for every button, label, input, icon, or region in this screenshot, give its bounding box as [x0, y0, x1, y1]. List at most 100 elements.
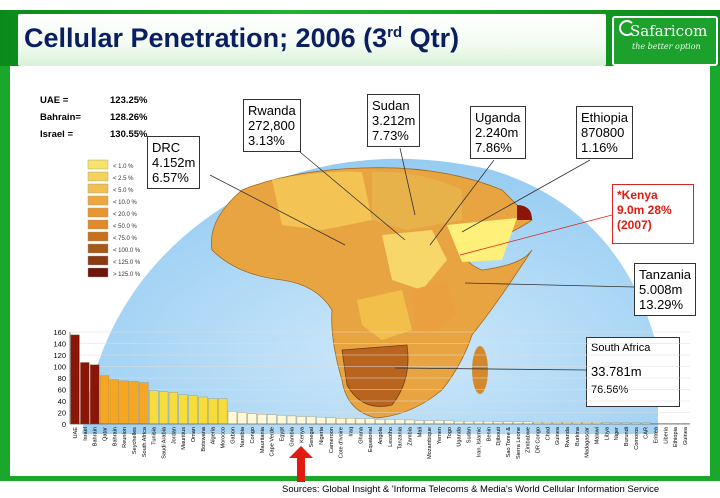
x-tick-label: Guinea — [555, 426, 561, 445]
x-tick-label: Seychelles — [132, 427, 138, 454]
x-tick-label: Sao Tome & — [506, 427, 512, 458]
bar — [493, 421, 503, 425]
callout-ethiopia: Ethiopia 870800 1.16% — [576, 106, 633, 159]
bar — [375, 419, 385, 425]
x-tick-label: Malawi — [595, 427, 601, 444]
bar — [208, 398, 218, 425]
x-tick-label: Comoros — [634, 427, 640, 450]
y-tick-label: 80 — [58, 374, 66, 383]
x-tick-label: South Africa — [142, 426, 148, 457]
region-madagascar — [472, 346, 488, 394]
region-south-africa — [341, 344, 409, 407]
legend-label: < 125.0 % — [113, 260, 141, 266]
x-tick-label: Liberia — [663, 426, 669, 444]
bar — [306, 416, 316, 425]
leader-sudan — [399, 147, 416, 216]
bar — [395, 419, 405, 425]
chart-x-axis: UAE Israel Bahrain Qatar Bahrain Reunion Seych… — [73, 426, 689, 459]
x-tick-label: Benin — [486, 427, 492, 441]
callout-uganda: Uganda 2.240m 7.86% — [470, 106, 526, 159]
x-tick-label: Bahrain — [93, 427, 99, 446]
x-tick-label: Algeria — [211, 426, 217, 444]
x-tick-label: Chad — [545, 427, 551, 440]
x-tick-label: Botswana — [201, 426, 207, 451]
leader-drc — [209, 174, 346, 246]
x-tick-label: Morocco — [221, 427, 227, 448]
bar — [385, 419, 395, 425]
bar — [99, 375, 110, 425]
x-tick-label: Djibouti — [496, 427, 502, 446]
bar — [227, 411, 238, 425]
legend-label: < 50.0 % — [113, 224, 138, 230]
x-tick-label: Zimbabwe — [526, 427, 532, 453]
bar — [336, 418, 346, 425]
x-tick-label: Burundi — [624, 427, 630, 446]
x-tick-label: Tanzania — [398, 426, 404, 449]
bar — [198, 396, 208, 425]
y-tick-label: 60 — [58, 386, 66, 395]
bar — [326, 417, 336, 425]
x-tick-label: Sudan — [467, 427, 473, 443]
x-tick-label: Yemen — [437, 427, 443, 444]
x-tick-label: Ghana — [358, 426, 364, 444]
legend-label: < 20.0 % — [113, 212, 138, 218]
x-tick-label: CAR — [644, 427, 650, 439]
bar — [70, 334, 80, 425]
legend-label: < 100.0 % — [113, 248, 141, 254]
bar — [503, 421, 513, 425]
leader-ethiopia — [461, 159, 591, 233]
x-tick-label: Lesotho — [388, 427, 394, 447]
y-tick-label: 100 — [53, 363, 66, 372]
south-africa-subs: 33.781m — [591, 364, 642, 379]
x-tick-label: Libya — [604, 426, 610, 440]
leader-uganda — [429, 159, 495, 246]
south-africa-pct: 76.56% — [591, 384, 629, 396]
y-tick-label: 40 — [58, 397, 66, 406]
x-tick-label: Saudi Arabia — [161, 426, 167, 459]
bar — [168, 392, 179, 425]
africa-map: < 1.0 % < 2.5 % < 5.0 % < 10.0 % < 20.0 % < 5… — [62, 150, 658, 434]
frame-bottom — [0, 476, 720, 481]
bar — [523, 421, 533, 425]
bar — [277, 415, 287, 425]
south-africa-name: South Africa — [591, 342, 651, 354]
chart-y-axis: 0 20 40 60 80 100 120 140 160 — [53, 328, 690, 429]
region-ethiopia — [447, 218, 517, 262]
bar — [424, 420, 434, 425]
logo-brand: Safaricom — [630, 22, 708, 40]
legend-label: < 10.0 % — [113, 200, 138, 206]
x-tick-label: Mauritius — [181, 427, 187, 450]
bar — [355, 418, 365, 425]
legend-swatch — [87, 267, 109, 278]
x-tick-label: Jordan — [171, 427, 177, 444]
stat-uae: UAE = 123.25% — [40, 95, 148, 106]
x-tick-label: Iran, Islamic — [476, 427, 482, 457]
bar — [414, 420, 425, 425]
callout-drc: DRC 4.152m 6.57% — [147, 136, 201, 189]
legend-label: > 125.0 % — [113, 272, 141, 278]
region-tanzania — [412, 280, 457, 335]
bar — [109, 379, 119, 425]
bar — [119, 380, 129, 425]
y-tick-label: 20 — [58, 409, 66, 418]
stats-list: UAE = 123.25% Bahrain= 128.26% Israel = 130… — [40, 92, 148, 143]
legend-label: < 1.0 % — [113, 164, 134, 170]
bar — [405, 419, 415, 425]
callout-sudan: Sudan 3.212m 7.73% — [367, 94, 421, 147]
y-tick-label: 160 — [53, 328, 66, 337]
bar — [473, 420, 484, 425]
x-tick-label: Namibia — [240, 426, 246, 447]
bar — [257, 414, 267, 425]
bar — [237, 412, 247, 425]
y-tick-label: 0 — [62, 420, 66, 429]
bar — [80, 362, 90, 425]
legend-label: < 75.0 % — [113, 236, 138, 242]
x-tick-label: Iraq — [348, 427, 354, 437]
x-tick-label: Cameroon — [329, 427, 335, 453]
x-tick-label: Guinea — [683, 426, 689, 445]
leader-south-africa — [394, 367, 587, 371]
x-tick-label: Cape Verde — [270, 427, 276, 457]
region-north-africa — [272, 171, 372, 230]
region-arabia — [517, 205, 532, 220]
legend-swatch — [87, 243, 109, 254]
